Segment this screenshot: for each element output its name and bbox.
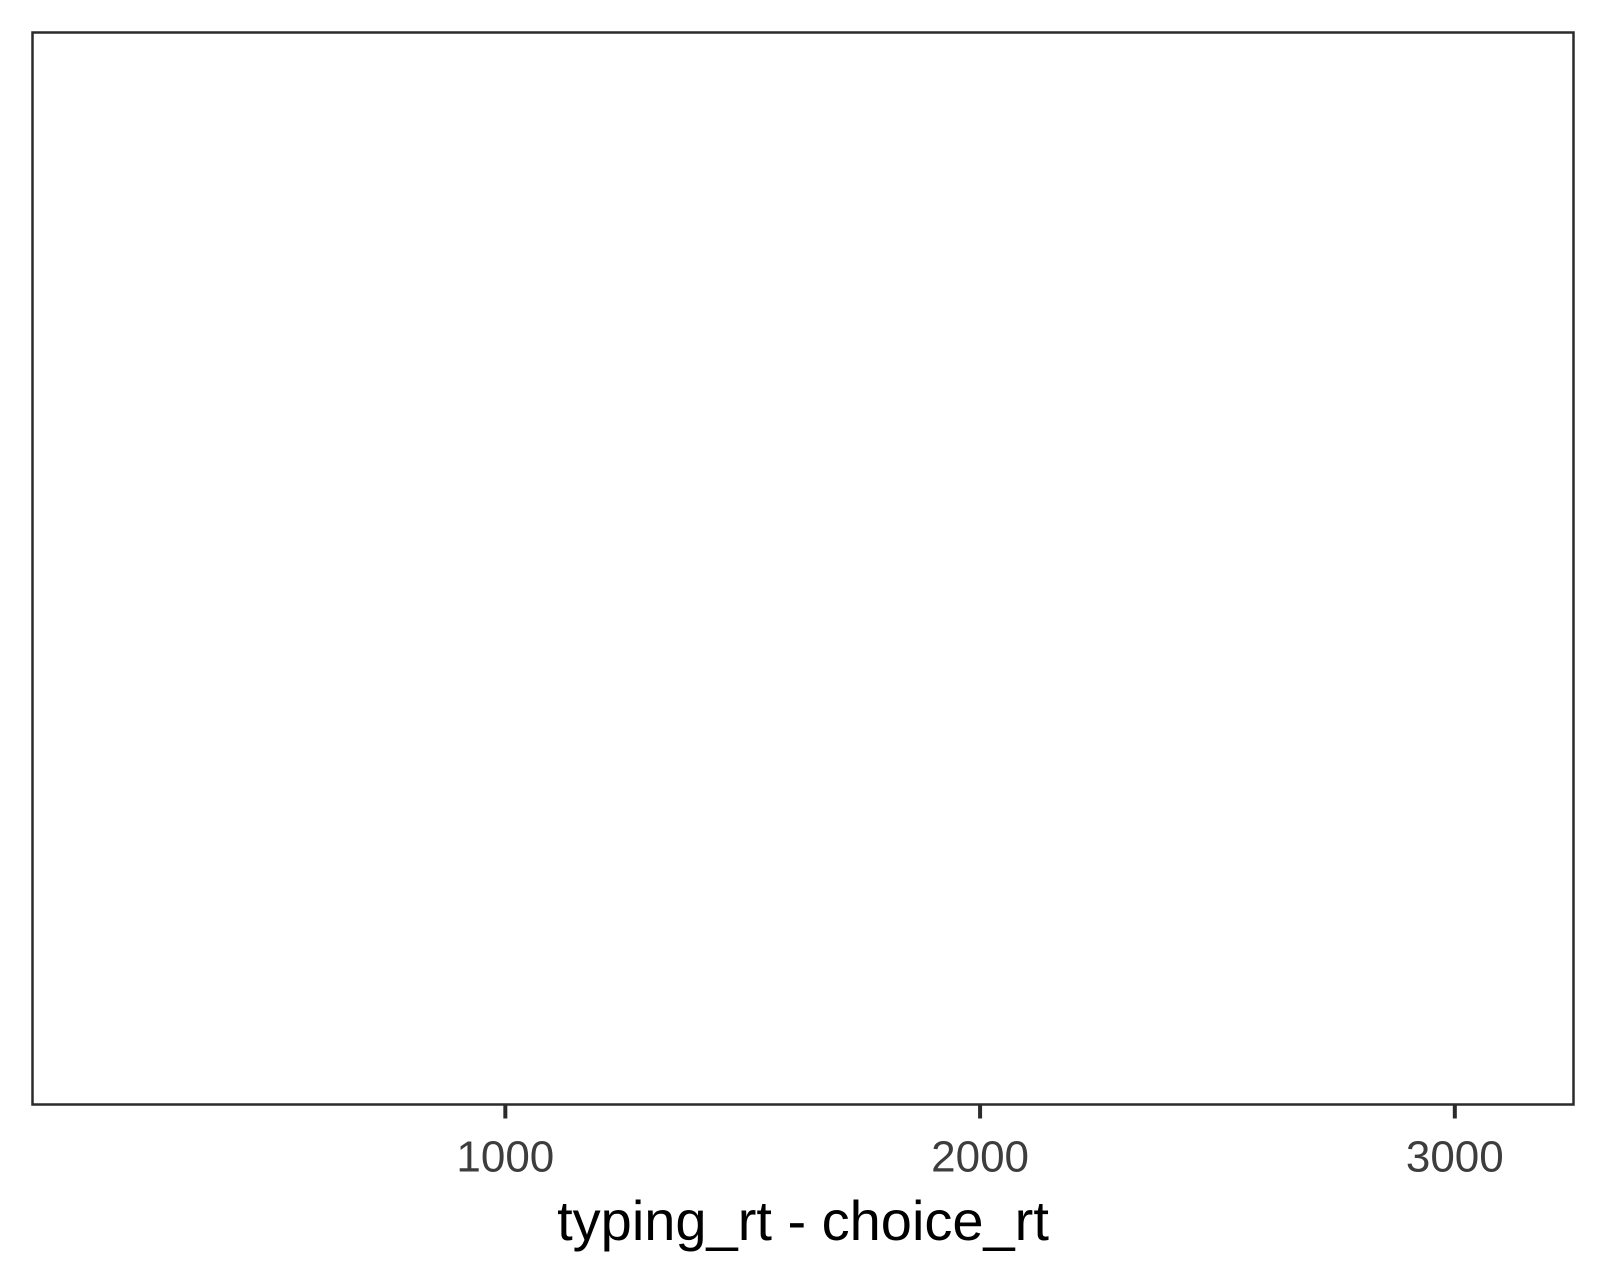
x-tick-label-2000: 2000 <box>931 1133 1029 1182</box>
x-axis-tick-labels: 1000 2000 3000 <box>456 1133 1503 1182</box>
x-axis-title: typing_rt - choice_rt <box>557 1189 1049 1252</box>
x-tick-label-3000: 3000 <box>1406 1133 1504 1182</box>
x-axis-ticks <box>503 1104 1457 1119</box>
x-tick-label-1000: 1000 <box>456 1133 554 1182</box>
plot-panel <box>31 31 1575 1106</box>
